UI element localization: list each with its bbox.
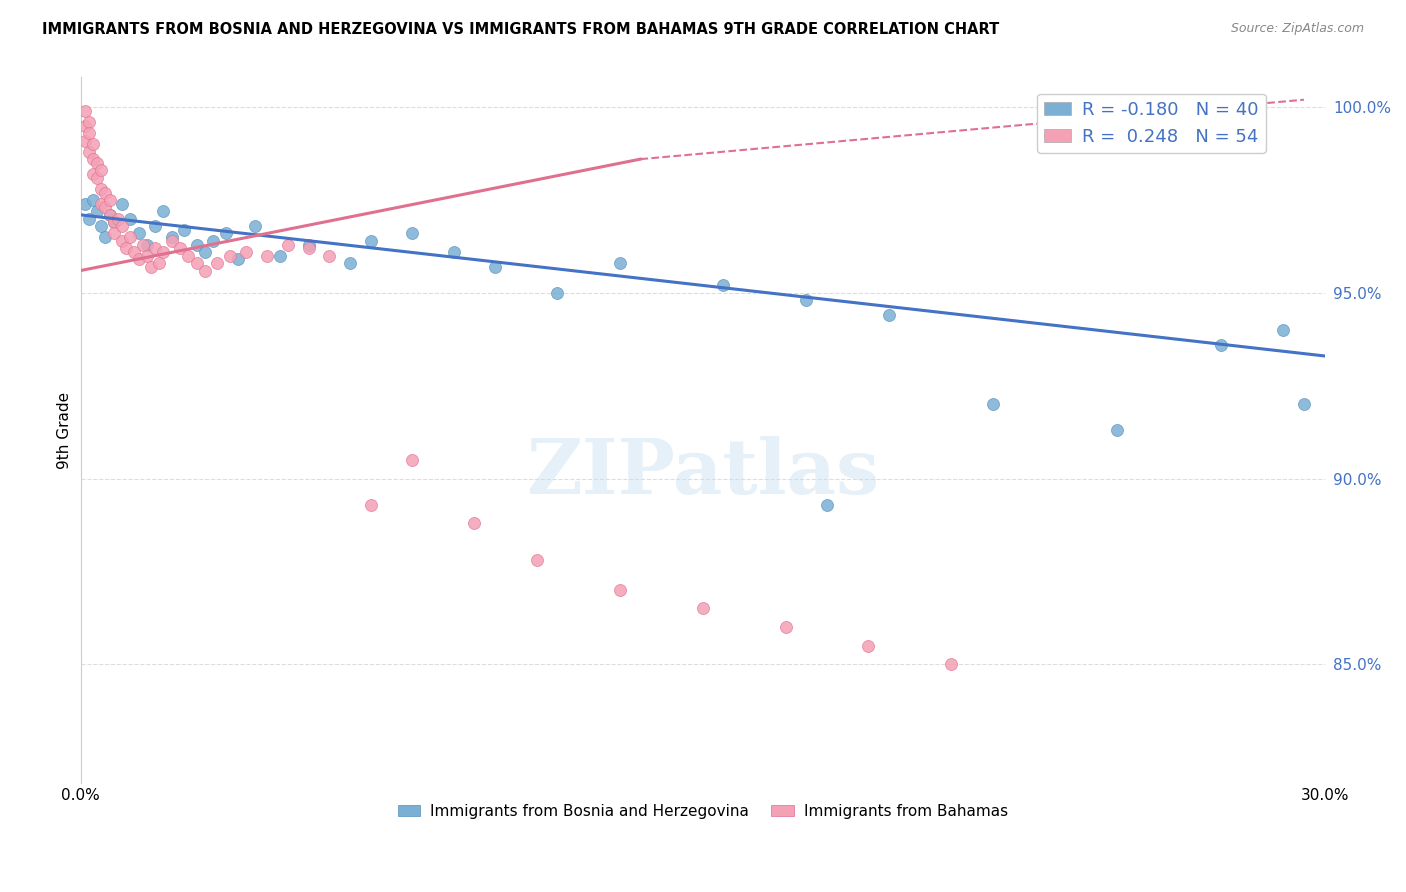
Point (711, 278, 734, 293)
Point (215, 227, 238, 241)
Point (186, 237, 208, 252)
Point (82, 152, 104, 166)
Point (186, 256, 208, 270)
Point (107, 211, 129, 226)
Point (98, 208, 121, 222)
Point (82, 167, 104, 181)
Y-axis label: 9th Grade: 9th Grade (58, 392, 72, 469)
Point (794, 293, 817, 308)
Point (73, 103, 96, 118)
Point (160, 234, 183, 248)
Point (775, 620, 797, 634)
Point (124, 244, 146, 259)
Point (111, 219, 134, 233)
Point (77, 115, 100, 129)
Point (86, 204, 108, 219)
Point (103, 215, 125, 229)
Point (152, 204, 174, 219)
Point (73, 134, 96, 148)
Point (82, 137, 104, 152)
Point (148, 256, 170, 270)
Point (1107, 423, 1129, 437)
Point (135, 237, 157, 252)
Point (297, 237, 319, 252)
Point (128, 227, 150, 241)
Point (360, 498, 382, 512)
Point (90, 182, 112, 196)
Point (401, 227, 423, 241)
Point (243, 219, 266, 233)
Point (194, 263, 217, 277)
Text: ZIPatlas: ZIPatlas (526, 435, 879, 509)
Point (98, 208, 121, 222)
Point (194, 244, 217, 259)
Point (318, 249, 340, 263)
Point (169, 241, 191, 255)
Point (207, 256, 229, 270)
Point (202, 234, 225, 248)
Point (152, 244, 174, 259)
Point (269, 249, 291, 263)
Point (297, 241, 319, 255)
Point (443, 244, 465, 259)
Point (173, 223, 195, 237)
Point (94, 230, 117, 244)
Point (463, 516, 485, 530)
Point (143, 219, 166, 233)
Point (609, 582, 631, 597)
Point (877, 308, 900, 322)
Point (90, 196, 112, 211)
Point (1272, 323, 1295, 337)
Point (73, 196, 96, 211)
Point (160, 230, 183, 244)
Legend: Immigrants from Bosnia and Herzegovina, Immigrants from Bahamas: Immigrants from Bosnia and Herzegovina, … (391, 797, 1014, 825)
Point (77, 211, 100, 226)
Point (143, 241, 166, 255)
Point (546, 285, 568, 300)
Point (177, 249, 200, 263)
Point (94, 186, 117, 200)
Text: Source: ZipAtlas.com: Source: ZipAtlas.com (1230, 22, 1364, 36)
Point (115, 241, 138, 255)
Point (235, 244, 257, 259)
Point (256, 249, 278, 263)
Point (135, 249, 157, 263)
Point (111, 234, 134, 248)
Point (815, 498, 838, 512)
Point (692, 601, 714, 615)
Point (858, 639, 880, 653)
Point (1209, 338, 1232, 352)
Point (103, 227, 125, 241)
Point (90, 219, 112, 233)
Point (86, 156, 108, 170)
Point (226, 252, 249, 267)
Point (98, 193, 121, 207)
Point (526, 553, 548, 567)
Point (139, 260, 162, 274)
Point (277, 237, 299, 252)
Point (82, 193, 104, 207)
Point (111, 196, 134, 211)
Point (86, 170, 108, 185)
Point (1292, 397, 1315, 411)
Point (90, 163, 112, 178)
Point (360, 234, 382, 248)
Point (484, 260, 506, 274)
Point (609, 256, 631, 270)
Point (339, 256, 361, 270)
Point (103, 215, 125, 229)
Point (77, 126, 100, 140)
Text: IMMIGRANTS FROM BOSNIA AND HERZEGOVINA VS IMMIGRANTS FROM BAHAMAS 9TH GRADE CORR: IMMIGRANTS FROM BOSNIA AND HERZEGOVINA V… (42, 22, 1000, 37)
Point (120, 211, 142, 226)
Point (120, 230, 142, 244)
Point (128, 252, 150, 267)
Point (401, 453, 423, 467)
Point (218, 249, 240, 263)
Point (132, 237, 155, 252)
Point (94, 201, 117, 215)
Point (77, 145, 100, 159)
Point (941, 657, 963, 672)
Point (981, 397, 1004, 411)
Point (73, 119, 96, 133)
